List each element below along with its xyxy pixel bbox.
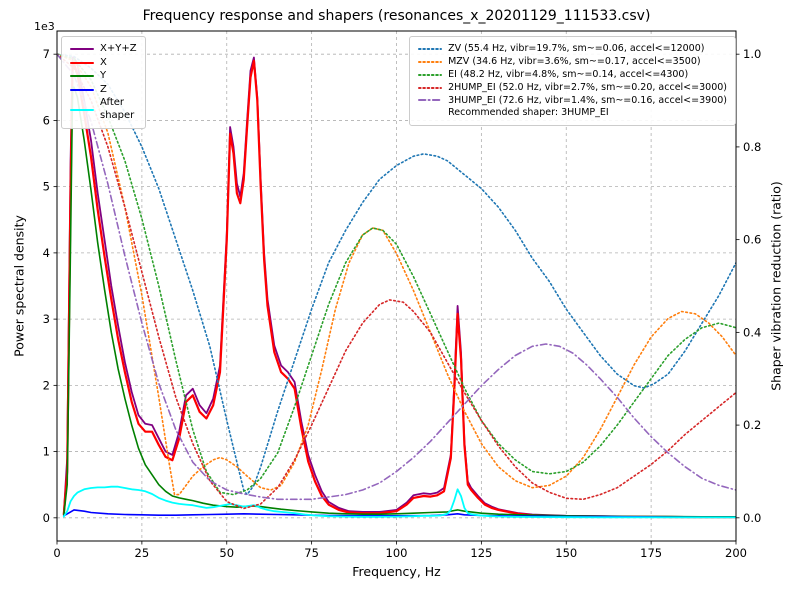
legend-psd: X+Y+Z X Y Z After shaper — [61, 36, 146, 129]
y-left-tick-label: 0 — [43, 511, 50, 525]
series-2hump_ei — [57, 53, 736, 510]
x-tick-label: 150 — [555, 546, 577, 560]
legend-note-label: Recommended shaper: 3HUMP_EI — [448, 107, 609, 119]
x-tick-label: 0 — [53, 546, 60, 560]
x-tick-label: 100 — [386, 546, 408, 560]
y-axis-label-left: Power spectral density — [11, 215, 27, 357]
y-right-tick-label: 1.0 — [743, 47, 761, 61]
y-left-tick-label: 2 — [43, 378, 50, 392]
legend-item: EI (48.2 Hz, vibr=4.8%, sm~=0.14, accel<… — [418, 69, 727, 81]
x-tick-label: 125 — [470, 546, 492, 560]
legend-line-sample — [70, 108, 94, 111]
legend-line-sample — [70, 61, 94, 64]
x-axis-label: Frequency, Hz — [352, 564, 441, 579]
legend-note-spacer — [418, 113, 442, 114]
legend-line-sample — [418, 73, 443, 76]
y-left-tick-label: 1 — [43, 445, 50, 459]
legend-line-sample — [70, 75, 94, 78]
legend-item: Y — [70, 70, 137, 83]
legend-item-label: Z — [100, 83, 107, 95]
legend-item: After shaper — [70, 97, 137, 122]
legend-item-label: ZV (55.4 Hz, vibr=19.7%, sm~=0.06, accel… — [448, 43, 705, 54]
y-left-tick-label: 5 — [43, 180, 50, 194]
legend-item: Z — [70, 84, 137, 97]
legend-line-sample — [418, 60, 443, 63]
y-left-tick-label: 7 — [43, 47, 50, 61]
legend-item: X+Y+Z — [70, 43, 137, 56]
legend-line-sample — [418, 86, 443, 89]
legend-item-label: EI (48.2 Hz, vibr=4.8%, sm~=0.14, accel<… — [448, 68, 689, 80]
y-axis-label-right: Shaper vibration reduction (ratio) — [768, 181, 784, 391]
series — [57, 53, 736, 519]
x-tick-label: 200 — [725, 546, 747, 560]
legend-shapers: ZV (55.4 Hz, vibr=19.7%, sm~=0.06, accel… — [409, 36, 736, 127]
x-tick-label: 75 — [304, 546, 319, 560]
legend-item-label: Y — [100, 70, 107, 81]
legend-item-label: 2HUMP_EI (52.0 Hz, vibr=2.7%, sm~=0.20, … — [448, 81, 727, 93]
y-right-tick-label: 0.2 — [743, 418, 761, 432]
legend-line-sample — [418, 99, 443, 102]
legend-item: 2HUMP_EI (52.0 Hz, vibr=2.7%, sm~=0.20, … — [418, 82, 727, 94]
legend-item: X — [70, 57, 137, 70]
y-right-tick-label: 0.6 — [743, 233, 761, 247]
legend-item-label: X+Y+Z — [100, 43, 137, 54]
y-left-tick-label: 6 — [43, 113, 50, 127]
legend-item-label: MZV (34.6 Hz, vibr=3.6%, sm~=0.17, accel… — [448, 55, 701, 67]
y-right-tick-label: 0.4 — [743, 325, 761, 339]
x-tick-label: 25 — [135, 546, 150, 560]
y-right-tick-label: 0.0 — [743, 511, 761, 525]
series-after_shaper — [62, 485, 736, 519]
y-left-tick-label: 3 — [43, 312, 50, 326]
y-right-tick-label: 0.8 — [743, 140, 761, 154]
legend-item: ZV (55.4 Hz, vibr=19.7%, sm~=0.06, accel… — [418, 43, 727, 55]
legend-item-label: After shaper — [100, 97, 135, 121]
legend-item: 3HUMP_EI (72.6 Hz, vibr=1.4%, sm~=0.16, … — [418, 95, 727, 107]
series-sum — [62, 56, 736, 518]
legend-line-sample — [70, 48, 94, 51]
legend-line-sample — [70, 88, 94, 91]
series-x — [62, 59, 736, 519]
series-3hump_ei — [57, 53, 736, 501]
legend-line-sample — [418, 47, 443, 50]
x-tick-label: 50 — [219, 546, 234, 560]
chart-title: Frequency response and shapers (resonanc… — [142, 8, 651, 24]
ticks-and-labels: 0 25 50 75 100 125 150 175 200 0 1 2 3 4 5 6 7 0.0 0.2 0.4 0… — [43, 47, 762, 560]
series-mzv — [57, 53, 736, 496]
y-axis-scale-label: 1e3 — [34, 20, 55, 33]
legend-item: MZV (34.6 Hz, vibr=3.6%, sm~=0.17, accel… — [418, 56, 727, 68]
legend-item-label: 3HUMP_EI (72.6 Hz, vibr=1.4%, sm~=0.16, … — [448, 94, 727, 106]
legend-note: Recommended shaper: 3HUMP_EI — [418, 107, 727, 119]
series-ei — [57, 53, 736, 496]
x-tick-label: 175 — [640, 546, 662, 560]
legend-item-label: X — [100, 56, 107, 68]
y-left-tick-label: 4 — [43, 246, 50, 260]
